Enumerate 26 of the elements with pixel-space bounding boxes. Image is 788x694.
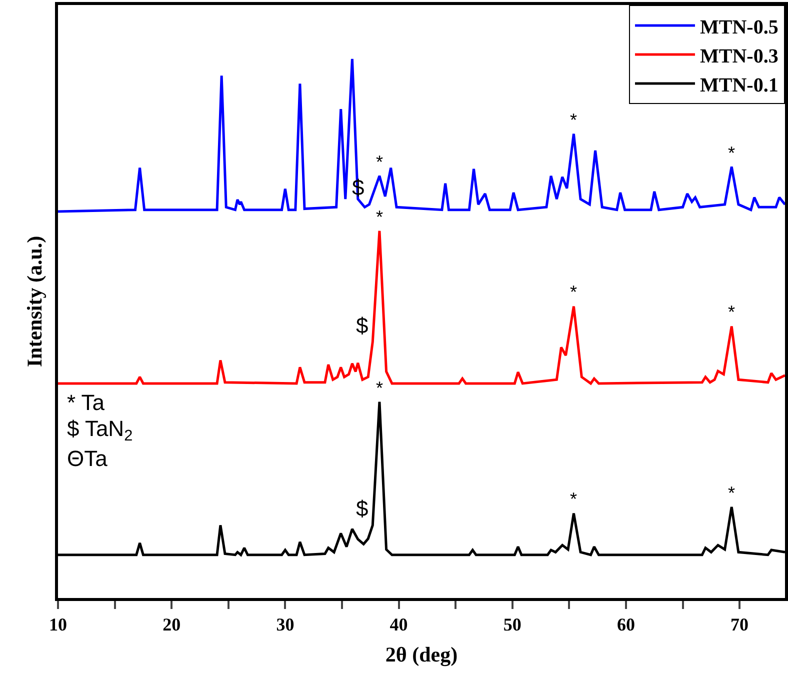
annotation: *: [376, 152, 384, 172]
annotation: $ TaN$_{2}$: [67, 416, 133, 445]
annotation: $: [356, 496, 368, 521]
legend-label: MTN-0.1: [700, 74, 778, 96]
annotation: *: [570, 282, 578, 302]
x-tick-label: 10: [49, 614, 67, 634]
annotation: *: [570, 489, 578, 509]
legend-label: MTN-0.5: [700, 16, 778, 38]
annotation: *: [728, 483, 736, 503]
annotation: *: [376, 207, 384, 227]
legend-label: MTN-0.3: [700, 45, 778, 68]
annotation: ΘTa: [67, 446, 108, 471]
annotation: $: [356, 313, 368, 338]
x-tick-label: 30: [276, 614, 294, 634]
annotation: *: [376, 378, 384, 398]
annotation: *: [728, 143, 736, 163]
x-tick-label: 50: [503, 614, 522, 634]
x-tick-label: 70: [730, 614, 749, 634]
annotation: *: [570, 110, 578, 130]
x-tick-label: 60: [616, 614, 635, 634]
x-tick-label: 20: [162, 614, 181, 634]
x-tick-label: 40: [390, 614, 408, 634]
x-axis-title: 2θ (deg): [385, 642, 458, 667]
y-axis-title: Intensity (a.u.): [22, 236, 46, 368]
annotation: *: [728, 302, 736, 322]
annotation: * Ta: [67, 390, 106, 415]
